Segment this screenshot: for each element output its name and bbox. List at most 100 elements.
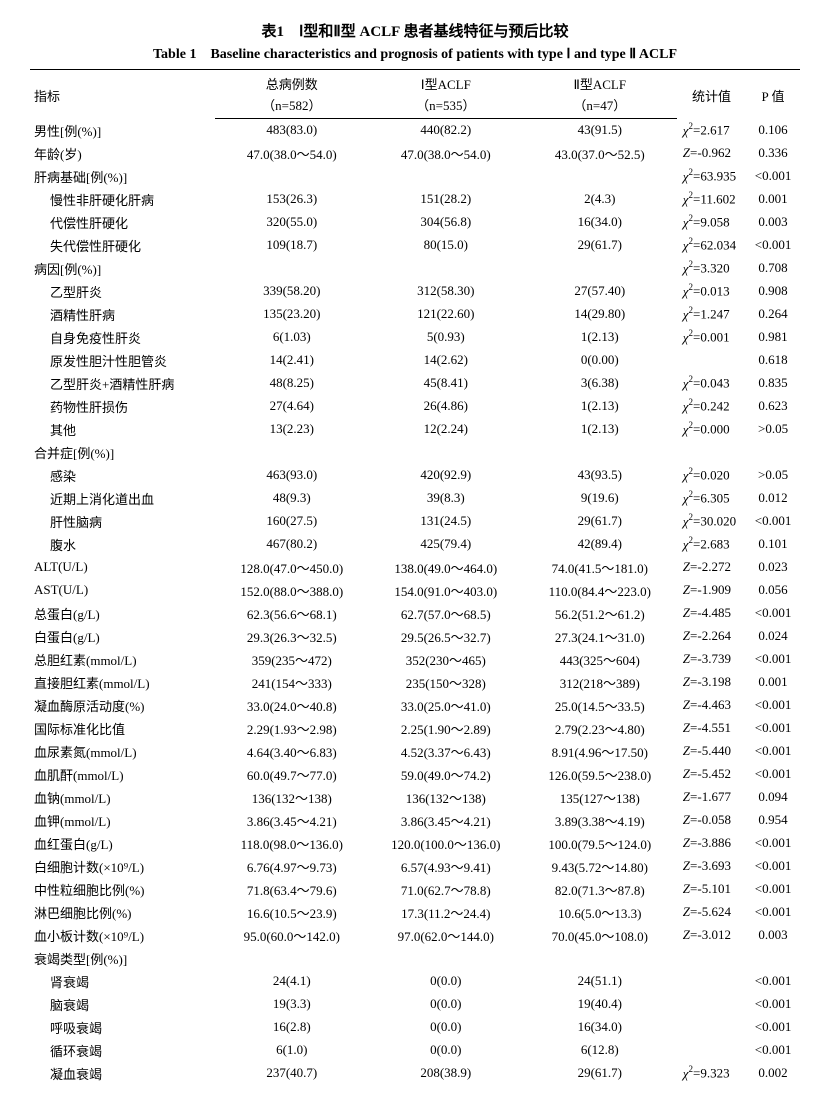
cell-total: 71.8(63.4～79.6) (215, 878, 369, 901)
cell-stat: Z=-5.440 (677, 740, 746, 763)
cell-t1: 138.0(49.0～464.0) (369, 556, 523, 579)
cell-t1: 136(132～138) (369, 786, 523, 809)
cell-stat: Z=-5.452 (677, 763, 746, 786)
table-row: 白细胞计数(×10⁹/L)6.76(4.97～9.73)6.57(4.93～9.… (30, 855, 800, 878)
cell-stat: Z=-5.101 (677, 878, 746, 901)
cell-t1: 14(2.62) (369, 349, 523, 372)
cell-stat: Z=-1.677 (677, 786, 746, 809)
cell-t1: 154.0(91.0～403.0) (369, 579, 523, 602)
cell-stat: 2=6.305 (677, 487, 746, 510)
cell-total: 463(93.0) (215, 464, 369, 487)
cell-total: 16(2.8) (215, 1016, 369, 1039)
cell-p: 0.264 (746, 303, 800, 326)
table-row: 血尿素氮(mmol/L)4.64(3.40～6.83)4.52(3.37～6.4… (30, 740, 800, 763)
table-row: 药物性肝损伤27(4.64)26(4.86)1(2.13)2=0.2420.62… (30, 395, 800, 418)
cell-stat: Z=-0.058 (677, 809, 746, 832)
cell-total: 160(27.5) (215, 510, 369, 533)
table-body: 男性[例(%)]483(83.0)440(82.2)43(91.5)2=2.61… (30, 119, 800, 1085)
cell-p: 0.056 (746, 579, 800, 602)
cell-p: 0.003 (746, 924, 800, 947)
row-label: 凝血衰竭 (30, 1062, 215, 1085)
cell-p: 0.908 (746, 280, 800, 303)
row-label: 乙型肝炎+酒精性肝病 (30, 372, 215, 395)
table-row: 血肌酐(mmol/L)60.0(49.7～77.0)59.0(49.0～74.2… (30, 763, 800, 786)
cell-stat: 2=2.617 (677, 119, 746, 142)
table-row: 血小板计数(×10⁹/L)95.0(60.0～142.0)97.0(62.0～1… (30, 924, 800, 947)
table-row: 原发性胆汁性胆管炎14(2.41)14(2.62)0(0.00)0.618 (30, 349, 800, 372)
row-label: 循环衰竭 (30, 1039, 215, 1062)
cell-total: 135(23.20) (215, 303, 369, 326)
row-label: 衰竭类型[例(%)] (30, 947, 215, 970)
cell-t2: 6(12.8) (523, 1039, 677, 1062)
cell-t1: 26(4.86) (369, 395, 523, 418)
col-stat: 统计值 (677, 70, 746, 119)
cell-total: 467(80.2) (215, 533, 369, 556)
cell-t1: 312(58.30) (369, 280, 523, 303)
cell-p: 0.954 (746, 809, 800, 832)
table-row: 近期上消化道出血48(9.3)39(8.3)9(19.6)2=6.3050.01… (30, 487, 800, 510)
table-row: 肾衰竭24(4.1)0(0.0)24(51.1)<0.001 (30, 970, 800, 993)
row-label: 血尿素氮(mmol/L) (30, 740, 215, 763)
cell-t1: 33.0(25.0～41.0) (369, 694, 523, 717)
cell-t1: 80(15.0) (369, 234, 523, 257)
cell-t2: 443(325～604) (523, 648, 677, 671)
cell-stat: 2=0.000 (677, 418, 746, 441)
cell-p: 0.101 (746, 533, 800, 556)
cell-total: 47.0(38.0～54.0) (215, 142, 369, 165)
row-label: 代偿性肝硬化 (30, 211, 215, 234)
cell-p: <0.001 (746, 832, 800, 855)
row-label: 其他 (30, 418, 215, 441)
row-label: 白细胞计数(×10⁹/L) (30, 855, 215, 878)
cell-stat: Z=-1.909 (677, 579, 746, 602)
cell-t2: 3.89(3.38～4.19) (523, 809, 677, 832)
row-label: 肝病基础[例(%)] (30, 165, 215, 188)
table-row: 直接胆红素(mmol/L)241(154～333)235(150～328)312… (30, 671, 800, 694)
row-label: 病因[例(%)] (30, 257, 215, 280)
cell-stat: Z=-0.962 (677, 142, 746, 165)
table-row: 肝性脑病160(27.5)131(24.5)29(61.7)2=30.020<0… (30, 510, 800, 533)
table-row: 合并症[例(%)] (30, 441, 800, 464)
cell-t2: 14(29.80) (523, 303, 677, 326)
cell-t2: 29(61.7) (523, 510, 677, 533)
table-row: 脑衰竭19(3.3)0(0.0)19(40.4)<0.001 (30, 993, 800, 1016)
cell-stat (677, 349, 746, 372)
header-row-1: 指标 总病例数 Ⅰ型ACLF Ⅱ型ACLF 统计值 P 值 (30, 70, 800, 95)
cell-total: 29.3(26.3～32.5) (215, 625, 369, 648)
table-row: 乙型肝炎+酒精性肝病48(8.25)45(8.41)3(6.38)2=0.043… (30, 372, 800, 395)
row-label: 男性[例(%)] (30, 119, 215, 142)
table-row: 总蛋白(g/L)62.3(56.6～68.1)62.7(57.0～68.5)56… (30, 602, 800, 625)
table-row: 感染463(93.0)420(92.9)43(93.5)2=0.020>0.05 (30, 464, 800, 487)
table-row: 循环衰竭6(1.0)0(0.0)6(12.8)<0.001 (30, 1039, 800, 1062)
cell-total: 4.64(3.40～6.83) (215, 740, 369, 763)
cell-t1: 39(8.3) (369, 487, 523, 510)
cell-total: 153(26.3) (215, 188, 369, 211)
row-label: 脑衰竭 (30, 993, 215, 1016)
cell-t1: 29.5(26.5～32.7) (369, 625, 523, 648)
cell-p: >0.05 (746, 464, 800, 487)
row-label: 肾衰竭 (30, 970, 215, 993)
cell-p: <0.001 (746, 602, 800, 625)
cell-total: 24(4.1) (215, 970, 369, 993)
col-t2-top: Ⅱ型ACLF (523, 70, 677, 95)
cell-stat: 2=1.247 (677, 303, 746, 326)
table-row: 衰竭类型[例(%)] (30, 947, 800, 970)
table-row: 病因[例(%)]2=3.3200.708 (30, 257, 800, 280)
cell-p: 0.618 (746, 349, 800, 372)
cell-t1: 151(28.2) (369, 188, 523, 211)
cell-stat: 2=63.935 (677, 165, 746, 188)
cell-t1: 2.25(1.90～2.89) (369, 717, 523, 740)
cell-t1: 0(0.0) (369, 993, 523, 1016)
table-title-cn: 表1 Ⅰ型和Ⅱ型 ACLF 患者基线特征与预后比较 (30, 20, 800, 41)
cell-stat (677, 441, 746, 464)
cell-total (215, 441, 369, 464)
cell-t2: 70.0(45.0～108.0) (523, 924, 677, 947)
col-total-top: 总病例数 (215, 70, 369, 95)
cell-total: 19(3.3) (215, 993, 369, 1016)
cell-t2: 135(127～138) (523, 786, 677, 809)
cell-t1: 425(79.4) (369, 533, 523, 556)
cell-stat (677, 947, 746, 970)
cell-stat: Z=-2.272 (677, 556, 746, 579)
cell-total: 118.0(98.0～136.0) (215, 832, 369, 855)
cell-stat: 2=30.020 (677, 510, 746, 533)
table-row: 肝病基础[例(%)]2=63.935<0.001 (30, 165, 800, 188)
